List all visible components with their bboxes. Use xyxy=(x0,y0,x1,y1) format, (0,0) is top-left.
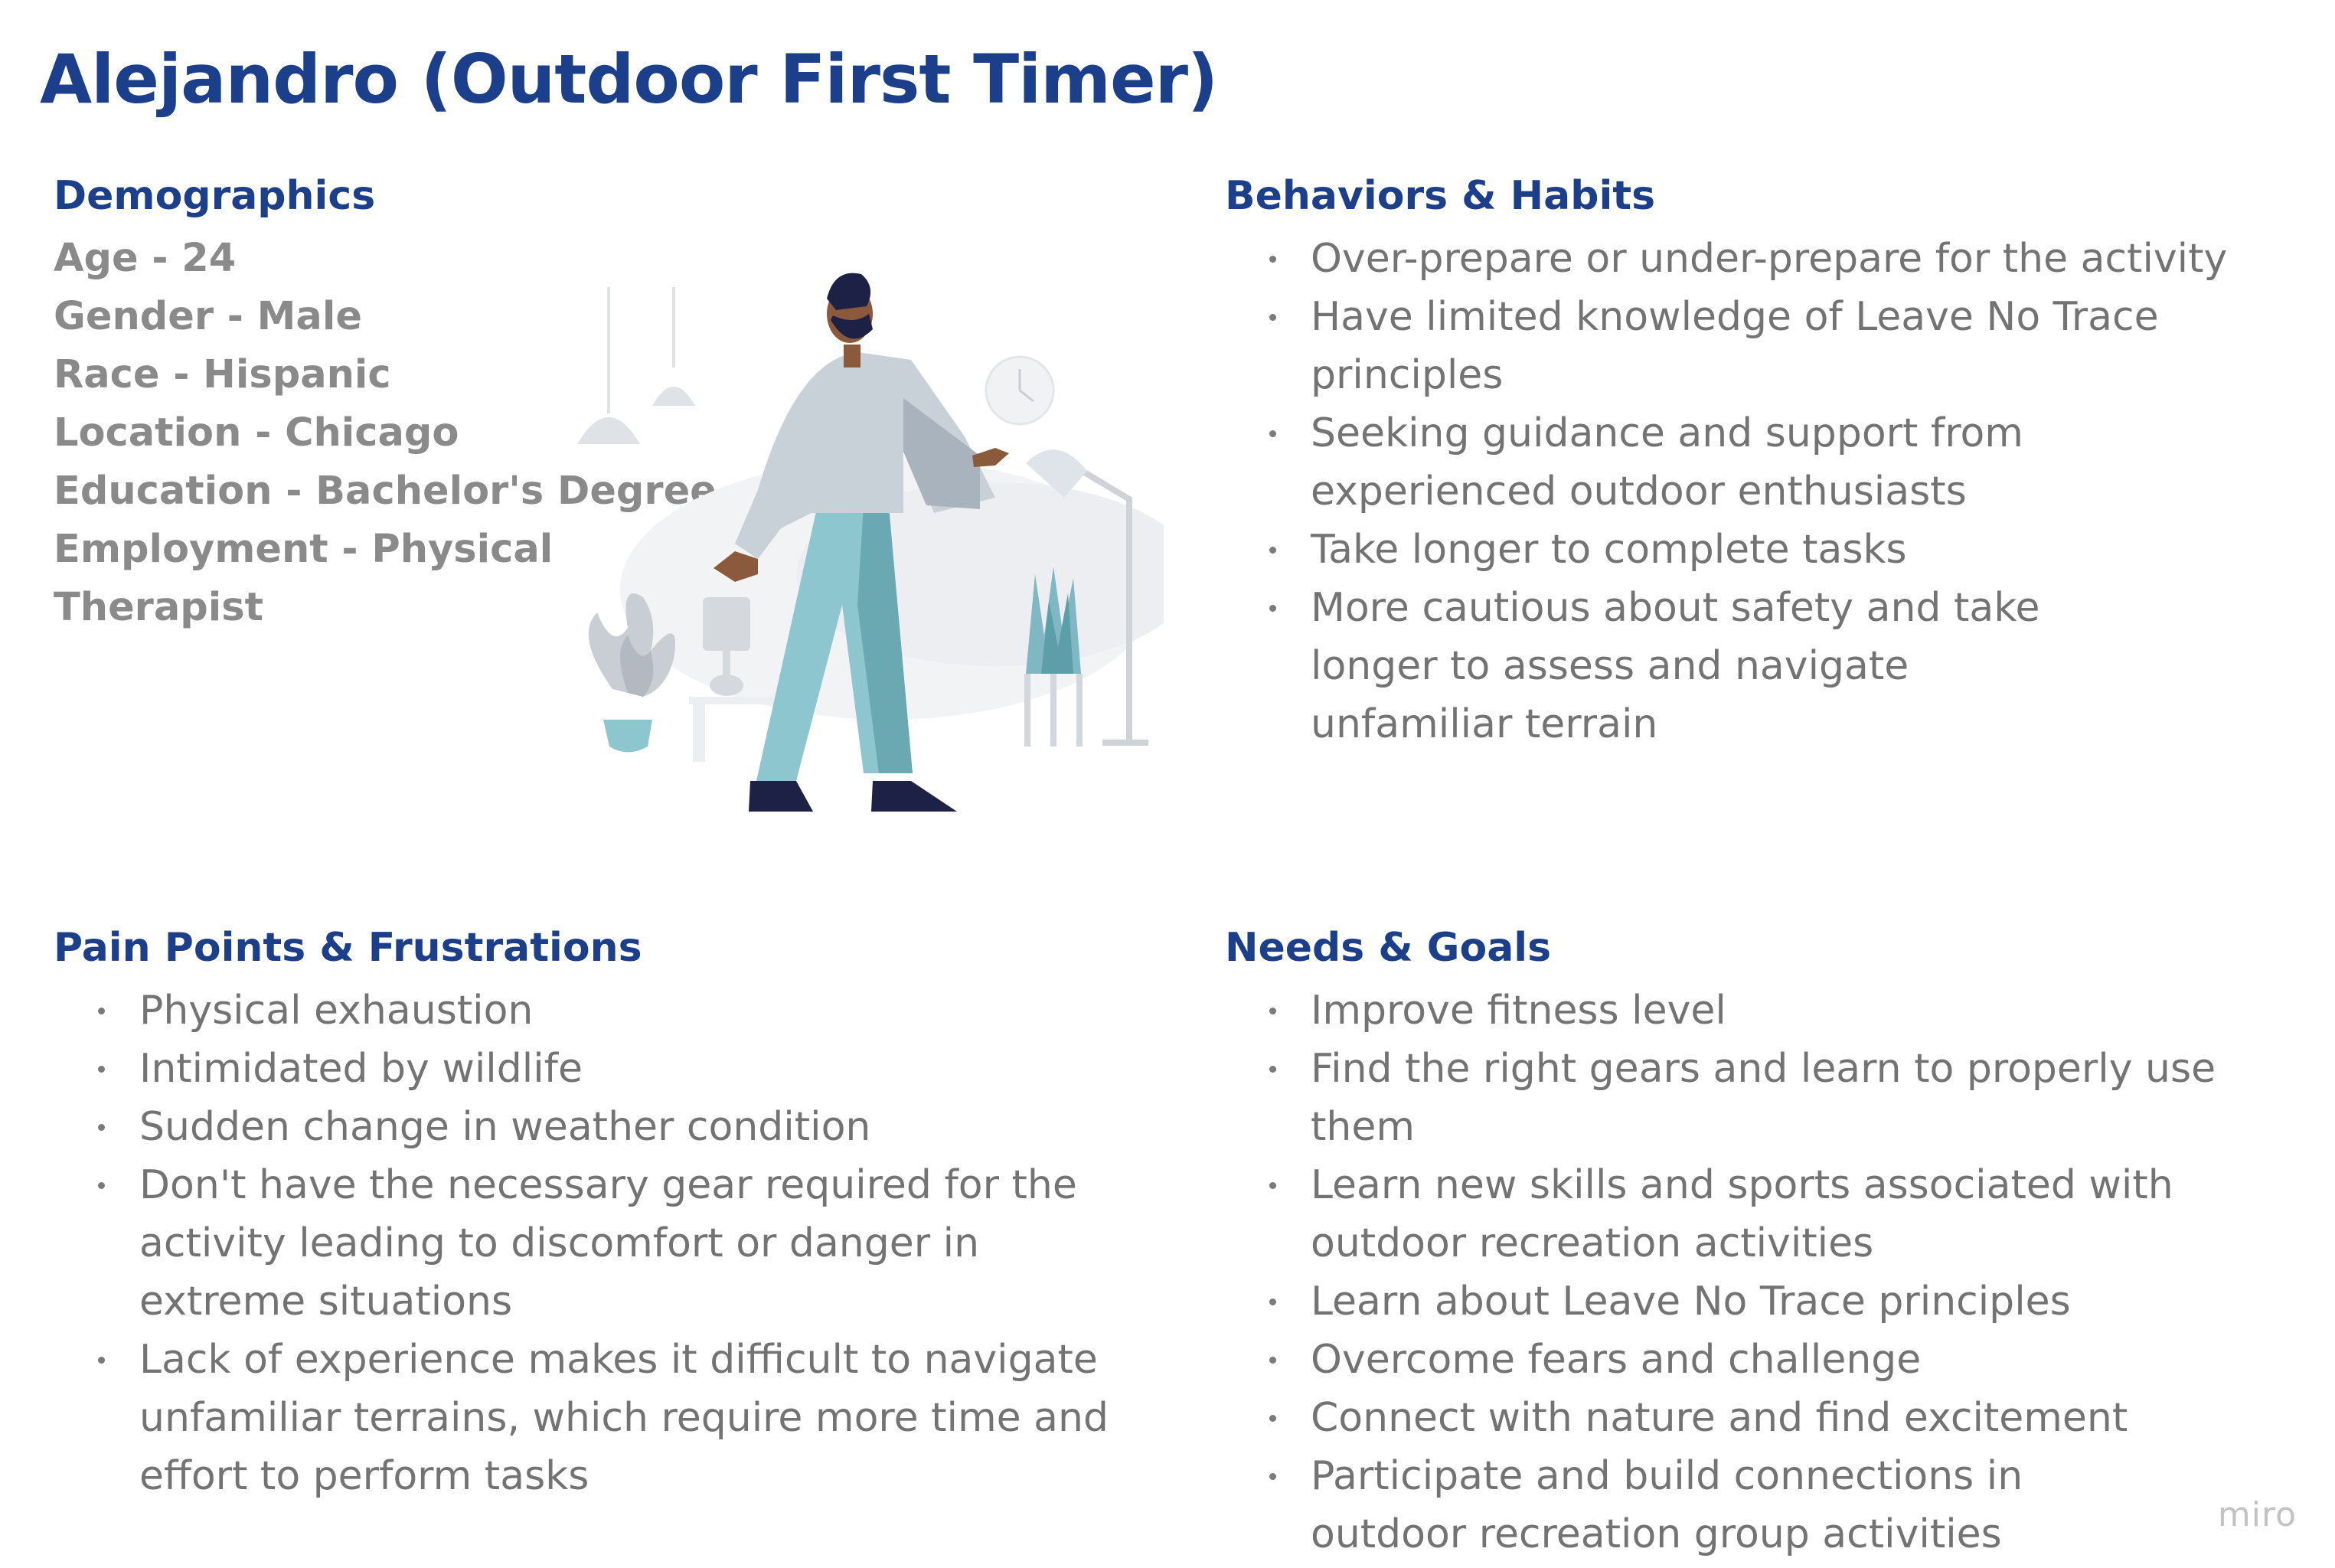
pain-points-list: Physical exhaustion Intimidated by wildl… xyxy=(54,982,1125,1505)
person-in-living-room-illustration xyxy=(567,253,1164,838)
list-item: Lack of experience makes it difficult to… xyxy=(54,1331,1125,1505)
list-item: Physical exhaustion xyxy=(54,982,1125,1040)
list-item: Find the right gears and learn to proper… xyxy=(1225,1040,2327,1156)
list-item: Take longer to complete tasks xyxy=(1225,521,2327,579)
miro-logo: miro xyxy=(2218,1495,2297,1534)
list-item: Connect with nature and find excitement xyxy=(1225,1389,2327,1447)
demographics-heading: Demographics xyxy=(54,173,375,219)
bullet-icon xyxy=(98,1182,105,1189)
page-title: Alejandro (Outdoor First Timer) xyxy=(40,40,1217,119)
bullet-icon xyxy=(1269,605,1276,612)
list-item: Have limited knowledge of Leave No Trace… xyxy=(1225,288,2327,404)
needs-list: Improve fitness level Find the right gea… xyxy=(1225,982,2327,1563)
list-item: Participate and build connections in out… xyxy=(1225,1447,2327,1563)
needs-heading: Needs & Goals xyxy=(1225,925,1551,971)
bullet-icon xyxy=(1269,547,1276,554)
list-item: Learn about Leave No Trace principles xyxy=(1225,1272,2327,1331)
list-item: Overcome fears and challenge xyxy=(1225,1331,2327,1389)
bullet-icon xyxy=(1269,1357,1276,1364)
behaviors-heading: Behaviors & Habits xyxy=(1225,173,1655,219)
bullet-icon xyxy=(1269,1298,1276,1305)
list-item: Intimidated by wildlife xyxy=(54,1040,1125,1098)
list-item: Over-prepare or under-prepare for the ac… xyxy=(1225,230,2327,288)
bullet-icon xyxy=(1269,1066,1276,1073)
list-item: More cautious about safety and take long… xyxy=(1225,579,2327,753)
bullet-icon xyxy=(1269,256,1276,263)
bullet-icon xyxy=(98,1008,105,1014)
behaviors-list: Over-prepare or under-prepare for the ac… xyxy=(1225,230,2327,753)
list-item: Improve fitness level xyxy=(1225,982,2327,1040)
bullet-icon xyxy=(1269,1182,1276,1189)
bullet-icon xyxy=(1269,314,1276,321)
list-item: Learn new skills and sports associated w… xyxy=(1225,1156,2327,1272)
bullet-icon xyxy=(1269,1008,1276,1014)
bullet-icon xyxy=(98,1066,105,1073)
bullet-icon xyxy=(1269,430,1276,437)
bullet-icon xyxy=(1269,1415,1276,1422)
list-item: Don't have the necessary gear required f… xyxy=(54,1156,1125,1331)
pain-points-heading: Pain Points & Frustrations xyxy=(54,925,642,971)
list-item: Seeking guidance and support from experi… xyxy=(1225,404,2327,521)
bullet-icon xyxy=(98,1357,105,1364)
bullet-icon xyxy=(1269,1473,1276,1480)
list-item: Sudden change in weather condition xyxy=(54,1098,1125,1156)
bullet-icon xyxy=(98,1124,105,1131)
